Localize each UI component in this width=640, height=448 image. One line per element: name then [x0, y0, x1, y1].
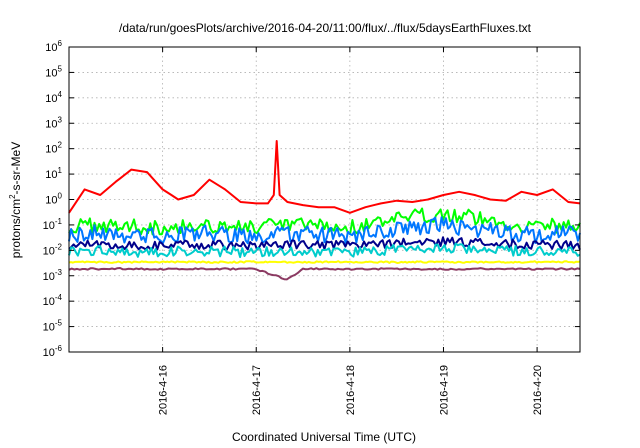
y-axis-ticks: 10-6 10-5 10-4 10-3 10-2 10-1 100 101 102 103 104 1… [43, 39, 580, 359]
y-tick-label: 10-2 [43, 242, 63, 257]
y-tick-label: 100 [45, 192, 62, 207]
series-line-0 [68, 140, 581, 214]
y-tick-label: 10-5 [43, 319, 63, 334]
x-axis-ticks: 2016-4-16 2016-4-17 2016-4-18 2016-4-19 2016… [158, 47, 544, 415]
x-tick-label: 2016-4-17 [251, 365, 263, 415]
y-tick-label: 106 [45, 39, 62, 54]
y-axis-label: protons/cm2-s-sr-MeV [8, 142, 23, 258]
series-line-5 [68, 260, 581, 264]
x-tick-label: 2016-4-18 [345, 365, 357, 415]
y-tick-label: 105 [45, 64, 62, 79]
x-axis-label: Coordinated Universal Time (UTC) [232, 430, 416, 444]
x-tick-label: 2016-4-20 [532, 365, 544, 415]
y-tick-label: 104 [45, 90, 62, 105]
series-line-4 [68, 242, 581, 259]
y-axis-label-sup: 2 [8, 194, 17, 199]
y-tick-label: 10-3 [43, 268, 63, 283]
y-tick-label: 10-6 [43, 344, 63, 359]
y-tick-label: 101 [45, 166, 62, 181]
x-tick-label: 2016-4-19 [438, 365, 450, 415]
series-line-1 [68, 207, 581, 236]
y-tick-label: 102 [45, 141, 62, 156]
series-line-2 [68, 216, 581, 245]
x-tick-label: 2016-4-16 [158, 365, 170, 415]
y-tick-label: 103 [45, 115, 62, 130]
y-axis-label-pre: protons/cm [9, 199, 23, 258]
chart-title: /data/run/goesPlots/archive/2016-04-20/1… [119, 21, 532, 35]
y-tick-label: 10-1 [43, 217, 63, 232]
series-layer [68, 140, 581, 281]
gridlines [69, 47, 580, 352]
series-line-6 [68, 267, 581, 281]
y-tick-label: 10-4 [43, 293, 63, 308]
y-axis-label-post: -s-sr-MeV [9, 142, 23, 195]
